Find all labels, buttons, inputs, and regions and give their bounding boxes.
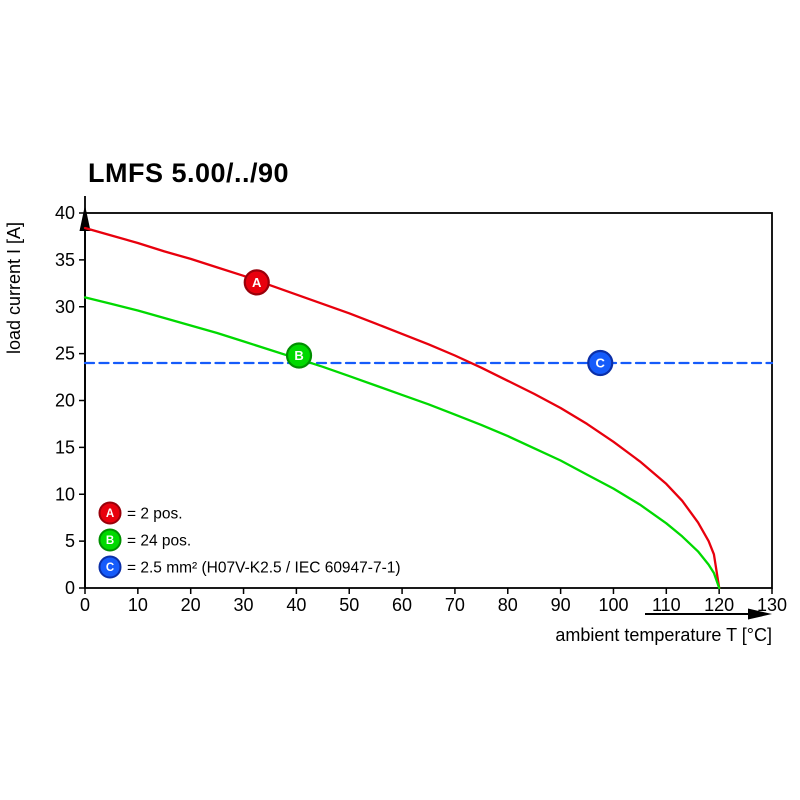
x-tick-label: 90 <box>551 595 571 615</box>
y-tick-label: 15 <box>55 437 75 457</box>
x-tick-label: 0 <box>80 595 90 615</box>
x-tick-label: 50 <box>339 595 359 615</box>
x-tick-label: 80 <box>498 595 518 615</box>
marker-B-icon <box>285 342 313 369</box>
x-tick-label: 30 <box>234 595 254 615</box>
x-tick-label: 60 <box>392 595 412 615</box>
chart-title: LMFS 5.00/../90 <box>88 158 290 188</box>
series-A-curve <box>83 226 721 590</box>
y-axis-label: load current I [A] <box>4 222 24 354</box>
x-tick-label: 100 <box>598 595 628 615</box>
x-axis-arrowhead-icon <box>748 608 772 620</box>
x-tick-label: 70 <box>445 595 465 615</box>
legend-label-C: = 2.5 mm² (H07V-K2.5 / IEC 60947-7-1) <box>127 560 401 577</box>
y-tick-label: 30 <box>55 297 75 317</box>
marker-C-letter: C <box>596 356 606 371</box>
legend-label-A: = 2 pos. <box>127 506 183 523</box>
y-tick-label: 5 <box>65 531 75 551</box>
legend-marker-A-icon <box>98 501 122 525</box>
y-tick-label: 40 <box>55 203 75 223</box>
legend-marker-C-icon <box>98 555 122 579</box>
legend-marker-B-letter: B <box>106 535 114 547</box>
x-tick-label: 10 <box>128 595 148 615</box>
marker-A-icon <box>243 269 270 296</box>
y-axis-arrowhead-icon <box>79 205 91 231</box>
marker-C-icon <box>587 349 614 377</box>
series-B-curve <box>83 296 721 590</box>
marker-A-letter: A <box>252 275 262 290</box>
y-tick-label: 25 <box>55 344 75 364</box>
marker-B-letter: B <box>294 348 303 363</box>
x-tick-label: 130 <box>757 595 787 615</box>
x-tick-label: 120 <box>704 595 734 615</box>
legend-label-B: = 24 pos. <box>127 533 191 550</box>
legend-marker-B-icon <box>98 528 122 552</box>
x-tick-label: 20 <box>181 595 201 615</box>
y-tick-label: 20 <box>55 391 75 411</box>
legend-marker-A-letter: A <box>106 508 114 520</box>
legend-marker-C-letter: C <box>106 562 114 574</box>
x-tick-label: 40 <box>286 595 306 615</box>
y-tick-label: 35 <box>55 250 75 270</box>
x-axis-label: ambient temperature T [°C] <box>555 625 772 645</box>
y-tick-label: 0 <box>65 578 75 598</box>
y-tick-label: 10 <box>55 484 75 504</box>
x-tick-label: 110 <box>652 595 681 615</box>
